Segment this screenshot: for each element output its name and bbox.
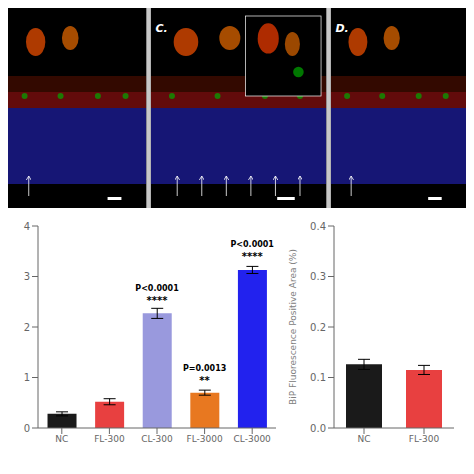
svg-text:0.1: 0.1	[310, 372, 326, 383]
svg-text:3: 3	[24, 271, 30, 282]
svg-text:0: 0	[24, 423, 30, 434]
svg-text:FL-3000: FL-3000	[187, 434, 223, 444]
svg-text:P<0.0001: P<0.0001	[135, 284, 179, 293]
svg-text:P<0.0001: P<0.0001	[230, 240, 274, 249]
svg-text:C.: C.	[155, 22, 167, 35]
svg-text:1: 1	[24, 372, 30, 383]
svg-text:2: 2	[24, 322, 30, 333]
svg-text:NC: NC	[55, 434, 68, 444]
svg-text:FL-300: FL-300	[409, 434, 440, 444]
svg-text:CL-3000: CL-3000	[234, 434, 272, 444]
svg-text:4: 4	[24, 221, 30, 232]
svg-text:FL-300: FL-300	[94, 434, 125, 444]
svg-text:BiP Fluorescence Positive Area: BiP Fluorescence Positive Area (%)	[288, 249, 298, 405]
svg-text:0.4: 0.4	[310, 221, 326, 232]
svg-text:D.: D.	[335, 22, 348, 35]
svg-text:NC: NC	[357, 434, 370, 444]
svg-text:0.2: 0.2	[310, 322, 326, 333]
svg-text:****: ****	[147, 295, 169, 306]
svg-text:**: **	[199, 375, 210, 386]
svg-text:0.0: 0.0	[310, 423, 326, 434]
svg-text:0.3: 0.3	[310, 271, 326, 282]
svg-text:CL-300: CL-300	[141, 434, 173, 444]
svg-text:****: ****	[242, 251, 264, 262]
svg-text:P=0.0013: P=0.0013	[183, 364, 226, 373]
